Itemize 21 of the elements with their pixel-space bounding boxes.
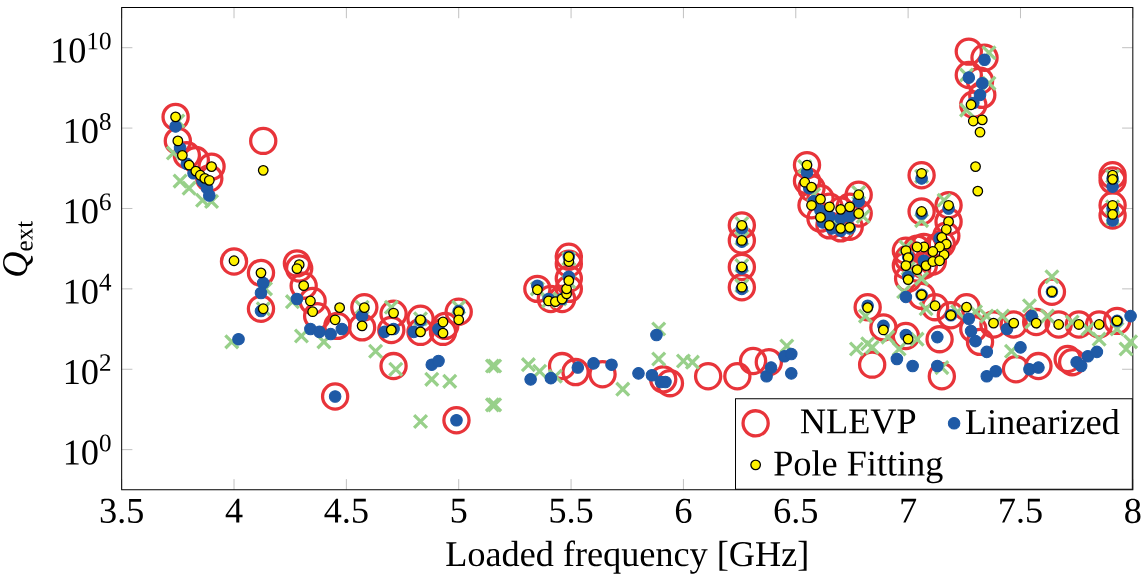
x-axis-title: Loaded frequency [GHz] [446,540,807,574]
y-tick-label: 10$^{10}$ [53,32,111,63]
legend-label: NLEVP [800,409,916,434]
x-tick-label: 6.5 [774,498,817,524]
x-tick-label: 7.5 [1000,498,1042,523]
x-tick-label: 8 [1125,498,1141,524]
x-tick-label: 5.5 [550,498,593,523]
x-tick-label: 5 [451,498,467,523]
y-tick-label: 10$^{8}$ [65,112,111,144]
x-tick-label: 6 [675,498,692,524]
y-tick-label: 10$^{2}$ [65,354,111,385]
x-tick-label: 7 [901,498,917,523]
legend-label: Linearized [965,408,1120,435]
y-tick-label: 10$^{4}$ [65,273,112,304]
y-axis-title: Q$_{ext}$ [3,220,33,276]
x-tick-label: 3.5 [100,498,143,524]
y-tick-label: 10$^{0}$ [65,434,111,465]
x-tick-label: 4 [225,498,243,523]
x-tick-label: 4.5 [324,498,368,524]
y-tick-label: 10$^{6}$ [65,193,111,224]
legend-label: Pole Fitting [774,450,943,484]
